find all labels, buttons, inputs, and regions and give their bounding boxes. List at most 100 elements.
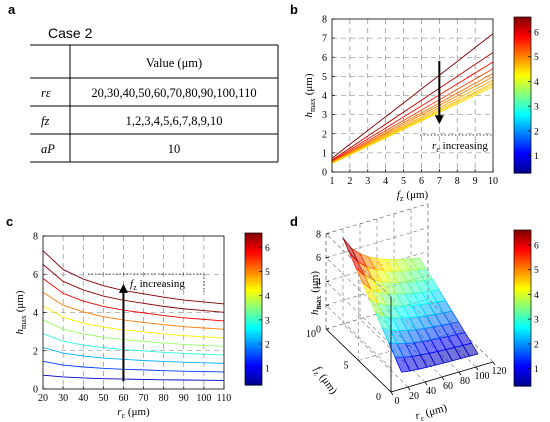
series-line-1	[331, 33, 494, 159]
colorbar-c-cell	[245, 243, 262, 247]
x-tick-label: 60	[118, 393, 128, 404]
colorbar-d-cell	[514, 360, 531, 364]
colorbar-b-cell	[514, 152, 531, 156]
y-tick-label: 3	[322, 110, 327, 121]
colorbar-b-cell	[514, 97, 531, 101]
f-tick-label: 0	[376, 392, 381, 403]
grid-back-wall	[325, 251, 429, 282]
colorbar-d-cell	[514, 383, 531, 387]
y-tick-label: 0	[33, 385, 38, 396]
colorbar-c-cell	[245, 324, 262, 328]
colorbar-d-cell	[514, 373, 531, 377]
colorbar-d-cell	[514, 321, 531, 325]
colorbar-b-cell	[514, 89, 531, 93]
colorbar-d-cell	[514, 248, 531, 252]
r-tick-mark	[492, 361, 496, 366]
colorbar-b-cell	[514, 118, 531, 122]
series-line-7	[42, 291, 225, 330]
colorbar-c-cell	[245, 306, 262, 310]
colorbar-d-cell	[514, 354, 531, 358]
x-tick-label: 4	[383, 176, 388, 187]
colorbar-d-tick-label: 1	[534, 365, 539, 375]
colorbar-b-cell	[514, 37, 531, 41]
colorbar-b-cell	[514, 43, 531, 47]
panel-label-c: c	[6, 214, 13, 229]
colorbar-d-cell	[514, 253, 531, 257]
colorbar-c-tick-label: 6	[265, 244, 270, 254]
colorbar-c-cell	[245, 309, 262, 313]
colorbar-c-cell	[245, 303, 262, 308]
series-line-5	[331, 73, 494, 163]
colorbar-b-cell	[514, 149, 531, 153]
x-tick-label: 90	[179, 393, 189, 404]
colorbar-c-cell	[245, 334, 262, 338]
colorbar-d-tick-label: 6	[534, 241, 539, 251]
x-tick-label: 30	[58, 393, 68, 404]
box-edge	[325, 203, 429, 235]
colorbar-c-cell	[245, 367, 262, 371]
colorbar-d-cell	[514, 250, 531, 254]
series-line-8	[42, 278, 225, 322]
x-tick-label: 70	[139, 393, 149, 404]
colorbar-b-cell	[514, 40, 531, 44]
colorbar-c-cell	[245, 344, 262, 348]
trend-arrow-head	[434, 115, 444, 125]
x-tick-label: 10	[488, 176, 498, 187]
colorbar-d-cell	[514, 230, 531, 234]
table-value-r: 20,30,40,50,60,70,80,90,100,110	[91, 86, 256, 100]
colorbar-b-cell	[514, 87, 531, 91]
colorbar-b-cell	[514, 45, 531, 49]
colorbar-d-cell	[514, 347, 531, 351]
x-tick-label: 80	[159, 393, 169, 404]
colorbar-b-cell	[514, 92, 531, 96]
colorbar-c-cell	[245, 379, 262, 384]
colorbar-b-cell	[514, 69, 531, 73]
colorbar-c-cell	[245, 354, 262, 358]
box-edge	[427, 298, 494, 363]
colorbar-b-cell	[514, 157, 531, 161]
table-param-a: aP	[41, 142, 55, 156]
colorbar-b-cell	[514, 19, 531, 23]
r-tick-mark	[441, 376, 445, 381]
colorbar-b-cell	[514, 126, 531, 130]
colorbar-d-tick-label: 4	[534, 291, 539, 301]
colorbar-b-cell	[514, 136, 531, 140]
colorbar-d-cell	[514, 380, 531, 384]
grid-side-wall	[325, 281, 392, 345]
colorbar-d-tick-label: 2	[534, 340, 539, 350]
colorbar-b-cell	[514, 170, 531, 174]
colorbar-d-cell	[514, 336, 531, 340]
colorbar-b-cell	[514, 48, 531, 52]
series-line-10	[42, 250, 225, 305]
colorbar-b-tick-label: 4	[534, 78, 539, 88]
colorbar-d-cell	[514, 334, 531, 338]
colorbar-b-cell	[514, 110, 531, 114]
r-tick-mark	[458, 371, 462, 376]
y-tick-label: 7	[322, 34, 327, 45]
colorbar-d-tick-label: 3	[534, 316, 539, 326]
colorbar-c-cell	[245, 278, 262, 282]
r-axis-label: rε(μm)	[414, 402, 449, 422]
colorbar-c-cell	[245, 311, 262, 315]
colorbar-b-cell	[514, 71, 531, 75]
colorbar-c-cell	[245, 258, 262, 262]
colorbar-c-cell	[245, 276, 262, 280]
colorbar-d-cell	[514, 276, 531, 280]
table-title: Case 2	[48, 25, 93, 41]
colorbar-c-cell	[245, 253, 262, 257]
colorbar-c-tick-label: 5	[265, 268, 270, 278]
colorbar-c-cell	[245, 352, 262, 356]
chart-c: 20 30 40 50 60 70 80 90 100 110 0 2 4 6 8 rε (μm) hmax(μm…	[14, 232, 231, 421]
table-header-value: Value (μm)	[146, 56, 202, 70]
colorbar-b-cell	[514, 123, 531, 127]
colorbar-d-frame	[513, 229, 532, 387]
colorbar-b-cell	[514, 108, 531, 112]
colorbar-d-cell	[514, 297, 531, 301]
colorbar-c-tick-label: 3	[265, 316, 270, 326]
colorbar-d-cell	[514, 370, 531, 374]
colorbar-c-cell	[245, 298, 262, 302]
series-line-2	[331, 52, 494, 161]
colorbar-c-cell	[245, 372, 262, 376]
